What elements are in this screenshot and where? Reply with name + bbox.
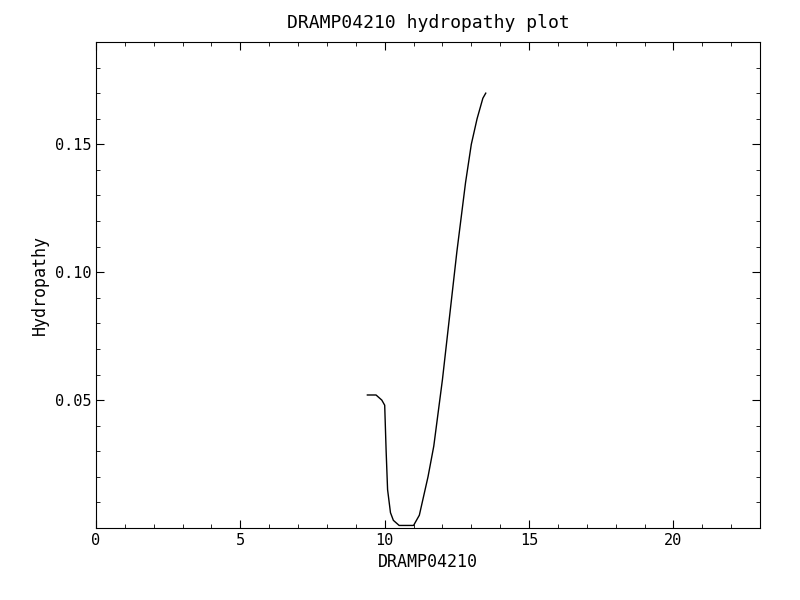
Y-axis label: Hydropathy: Hydropathy [31, 235, 49, 335]
X-axis label: DRAMP04210: DRAMP04210 [378, 553, 478, 571]
Title: DRAMP04210 hydropathy plot: DRAMP04210 hydropathy plot [286, 14, 570, 32]
